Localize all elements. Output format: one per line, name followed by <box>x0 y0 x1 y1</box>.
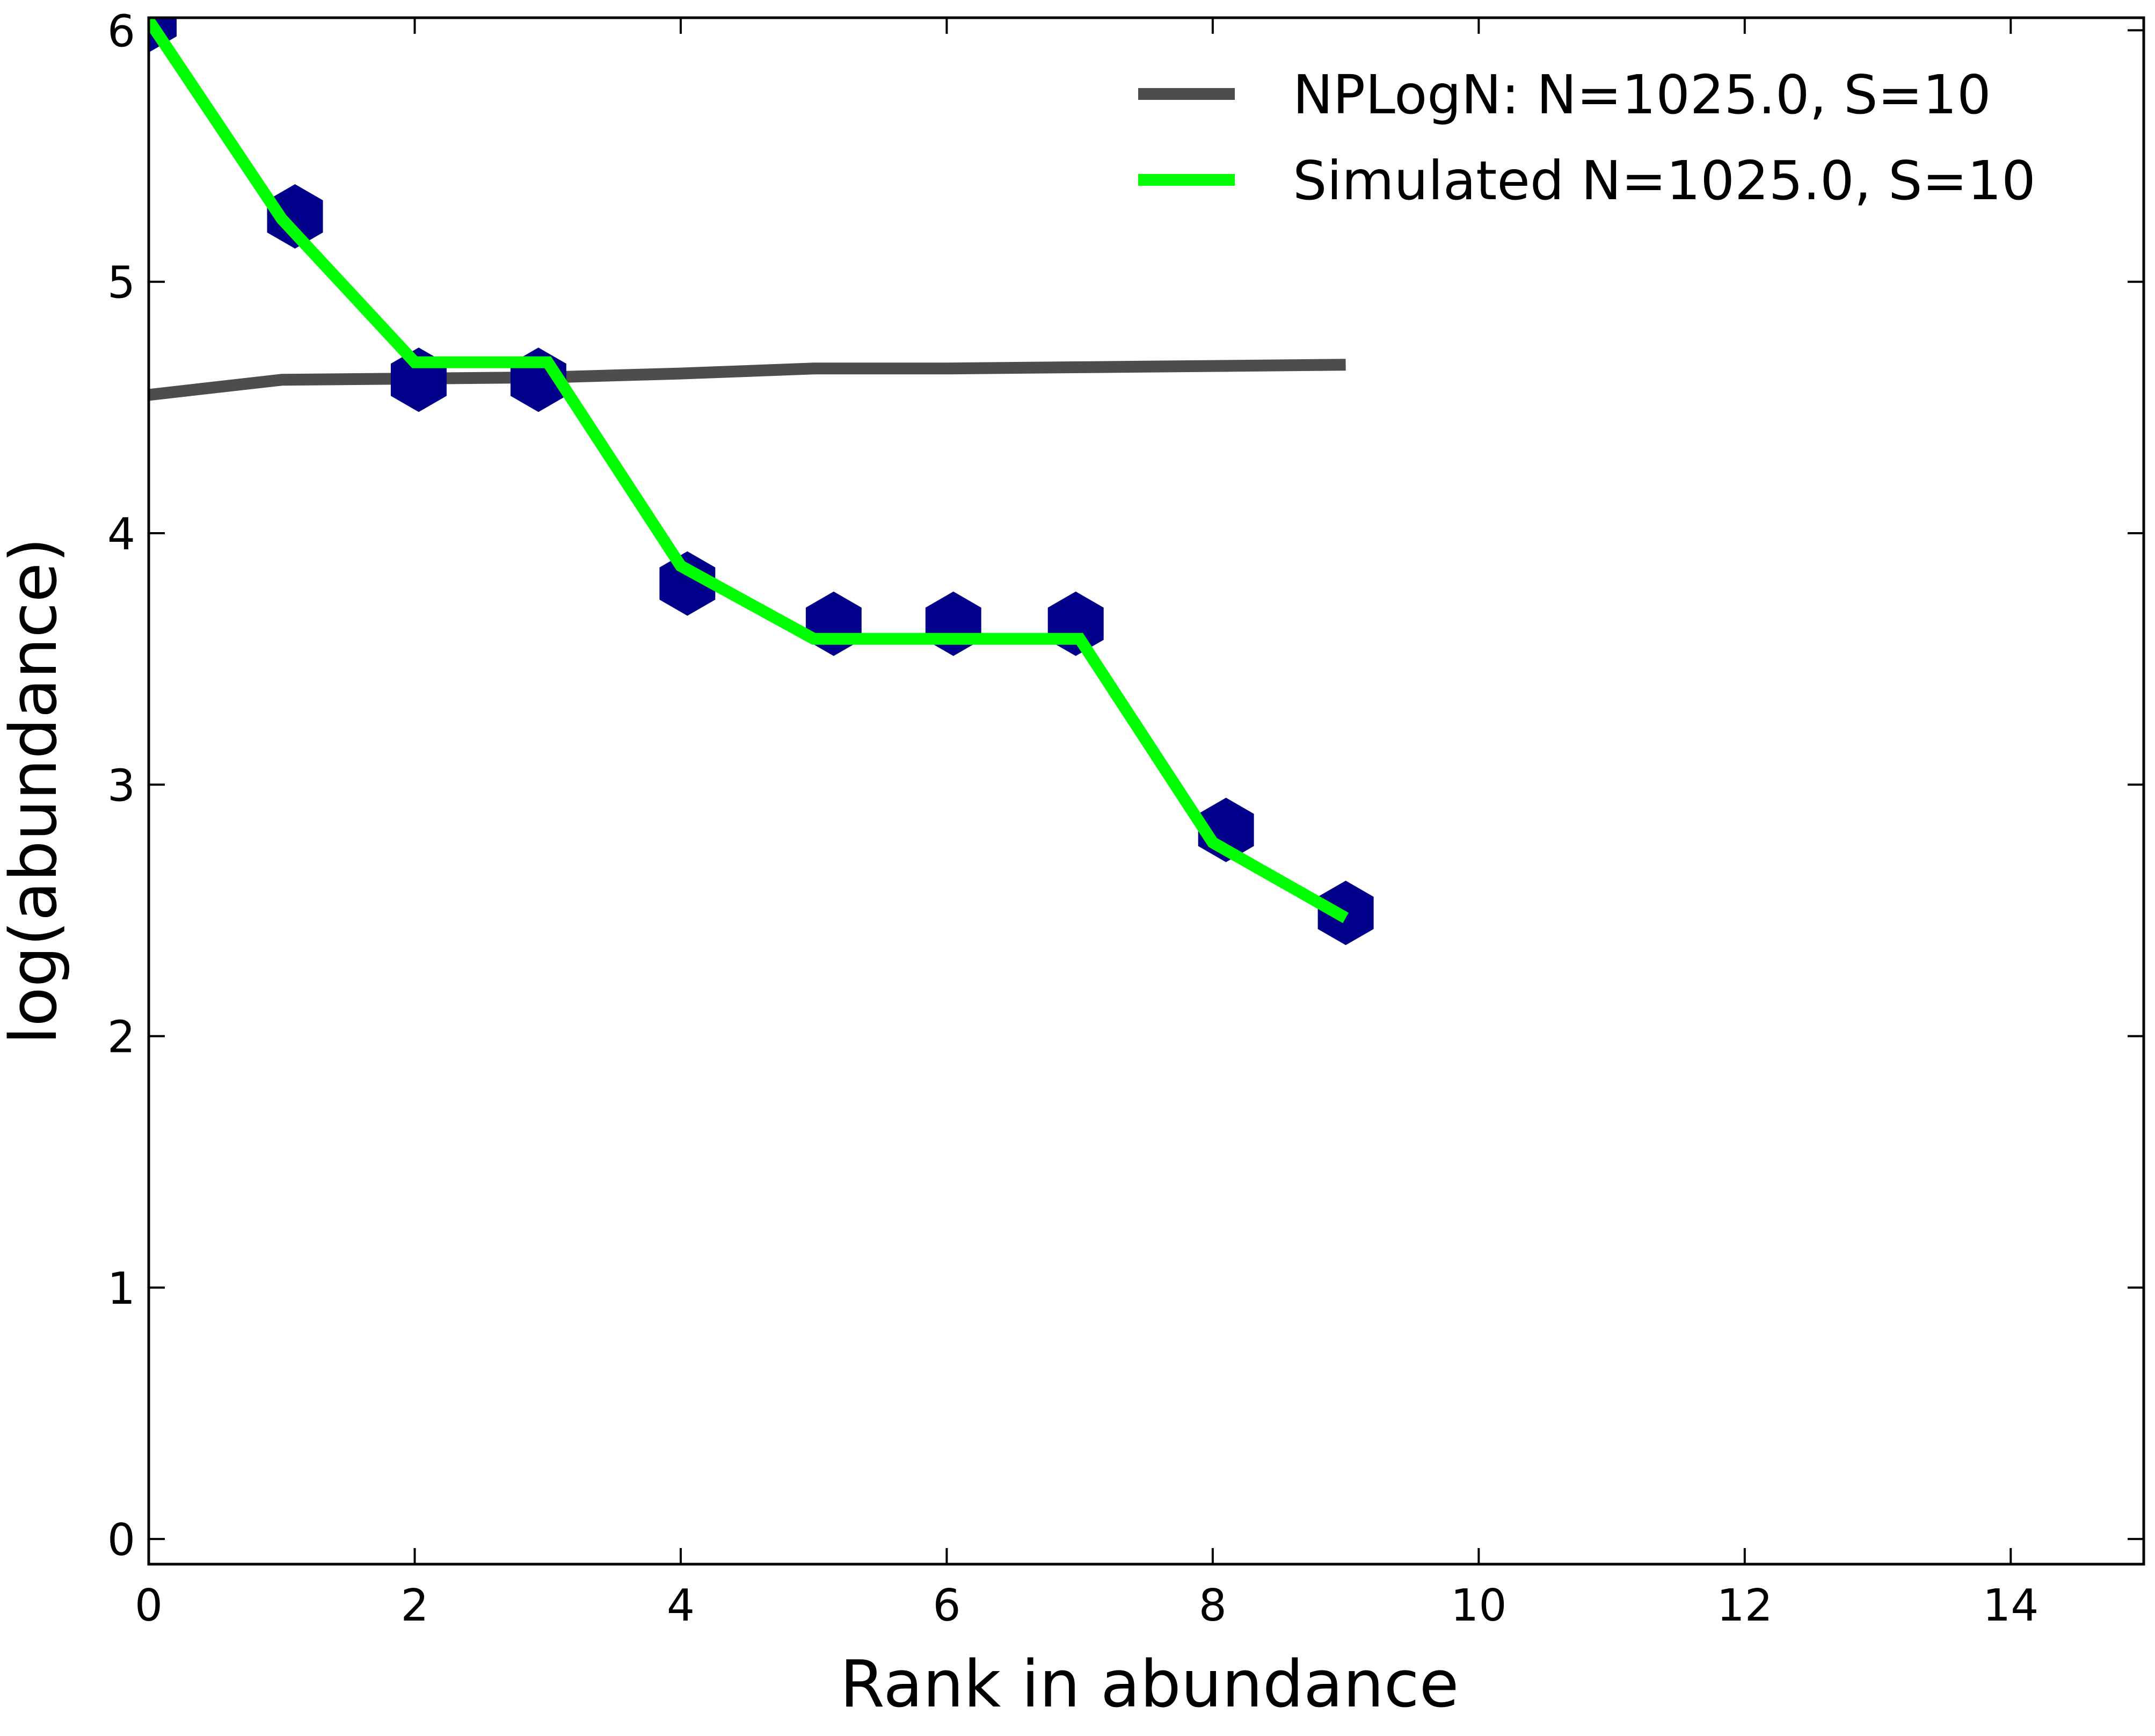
legend-label: NPLogN: N=1025.0, S=10 <box>1293 63 1991 126</box>
x-tick-label: 8 <box>1199 1580 1227 1631</box>
x-axis-title: Rank in abundance <box>840 1647 1459 1722</box>
legend: NPLogN: N=1025.0, S=10 Simulated N=1025.0… <box>1138 63 2036 212</box>
x-tick-label: 0 <box>135 1580 163 1631</box>
plot-frame <box>147 16 2145 1566</box>
x-tick-label: 6 <box>933 1580 960 1631</box>
scatter-point <box>267 184 323 249</box>
x-tick-label: 14 <box>1983 1580 2038 1631</box>
x-tick-label: 4 <box>667 1580 695 1631</box>
y-tick-label: 1 <box>107 1263 135 1314</box>
x-tick-label: 12 <box>1717 1580 1773 1631</box>
y-tick-label: 5 <box>107 258 135 309</box>
y-tick-label: 4 <box>107 509 135 560</box>
y-tick-label: 6 <box>107 6 135 57</box>
series-layer <box>149 18 1374 946</box>
y-tick-label: 2 <box>107 1012 135 1063</box>
x-tick-label: 10 <box>1451 1580 1506 1631</box>
y-tick-label: 0 <box>107 1515 135 1566</box>
series-line-0 <box>149 359 1346 401</box>
y-axis-title: log(abundance) <box>0 537 71 1044</box>
scatter-point <box>659 551 716 616</box>
y-tick-label: 3 <box>107 760 135 811</box>
legend-label: Simulated N=1025.0, S=10 <box>1293 149 2036 212</box>
plot-background <box>149 18 2144 1564</box>
series-line-1 <box>149 18 1349 924</box>
x-tick-label: 2 <box>401 1580 428 1631</box>
